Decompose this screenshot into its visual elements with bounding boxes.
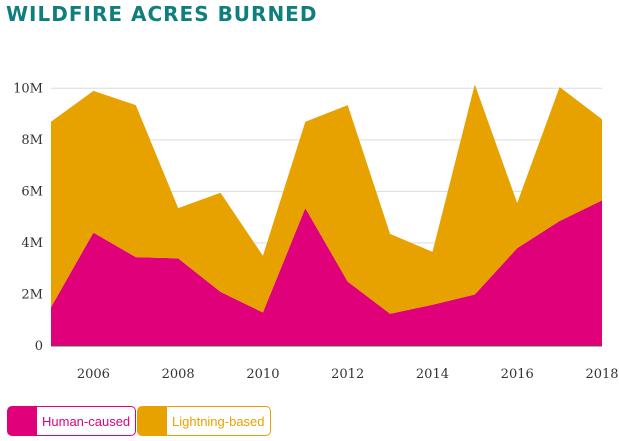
legend-label-lightning-based: Lightning-based bbox=[167, 406, 271, 436]
legend-swatch-human-caused bbox=[7, 406, 37, 436]
chart-title: WILDFIRE ACRES BURNED bbox=[6, 2, 318, 26]
x-tick-label: 2010 bbox=[246, 367, 279, 382]
y-tick-label: 8M bbox=[21, 133, 43, 148]
x-tick-label: 2016 bbox=[501, 367, 534, 382]
y-tick-label: 6M bbox=[21, 184, 43, 199]
legend-item-lightning-based[interactable]: Lightning-based bbox=[137, 406, 271, 436]
legend-item-human-caused[interactable]: Human-caused bbox=[7, 406, 137, 436]
x-tick-label: 2006 bbox=[77, 367, 110, 382]
legend-label-human-caused: Human-caused bbox=[37, 406, 137, 436]
x-tick-label: 2008 bbox=[162, 367, 195, 382]
y-tick-label: 2M bbox=[21, 287, 43, 302]
x-tick-label: 2012 bbox=[331, 367, 364, 382]
area-series-human-caused bbox=[51, 200, 602, 346]
y-tick-label: 4M bbox=[21, 236, 43, 251]
y-tick-label: 0 bbox=[35, 339, 43, 354]
x-tick-label: 2018 bbox=[585, 367, 618, 382]
legend-swatch-lightning-based bbox=[137, 406, 167, 436]
y-tick-label: 10M bbox=[13, 81, 43, 96]
area-series-lightning-based bbox=[51, 84, 602, 314]
x-tick-label: 2014 bbox=[416, 367, 449, 382]
